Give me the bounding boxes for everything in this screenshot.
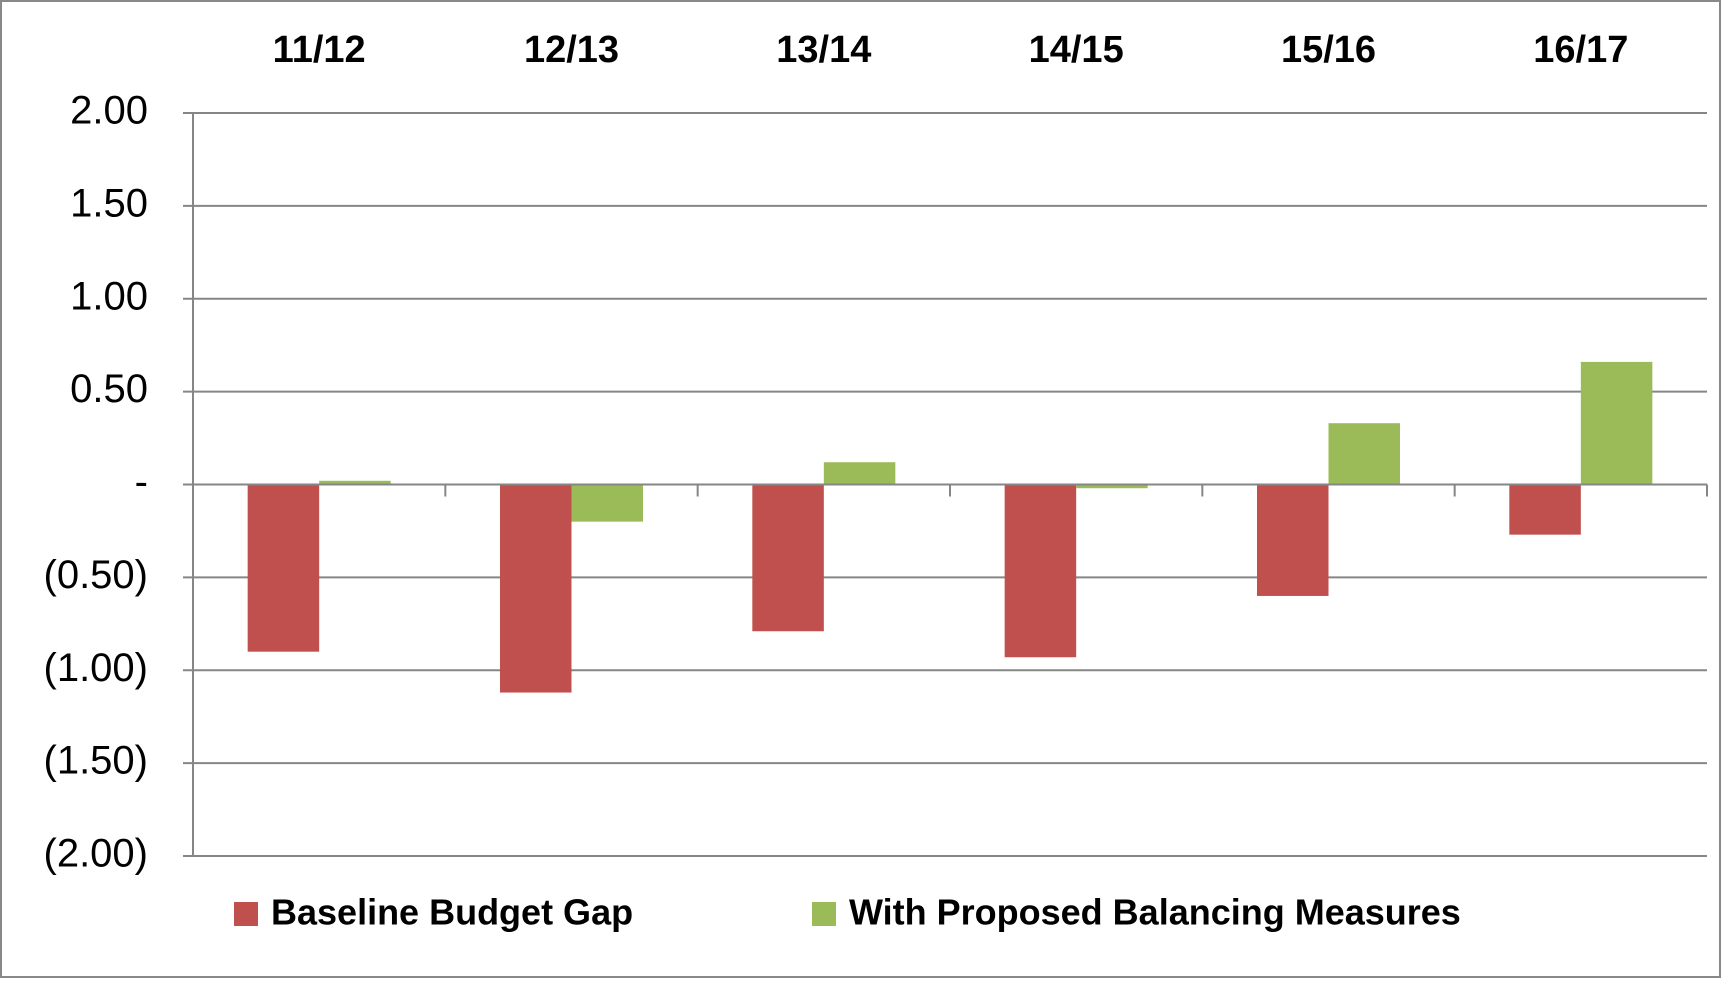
bar: [823, 462, 896, 485]
bar: [247, 484, 320, 652]
y-tick-label: 0.50: [70, 367, 148, 411]
y-tick-label: 1.00: [70, 274, 148, 318]
legend-swatch: [234, 902, 258, 926]
category-label: 16/17: [1533, 29, 1628, 71]
category-label: 15/16: [1281, 29, 1376, 71]
legend-label: With Proposed Balancing Measures: [849, 892, 1461, 933]
category-label: 13/14: [776, 29, 871, 71]
bar: [319, 480, 391, 485]
bar: [500, 484, 572, 693]
bar: [1580, 361, 1653, 485]
legend-label: Baseline Budget Gap: [271, 892, 633, 933]
category-label: 12/13: [524, 29, 619, 71]
y-tick-label: (1.50): [44, 739, 149, 783]
bar: [1076, 484, 1148, 489]
bar: [752, 484, 824, 632]
category-label: 14/15: [1029, 29, 1124, 71]
y-tick-label: 1.50: [70, 181, 148, 225]
y-tick-label: (1.00): [44, 646, 149, 690]
y-tick-label: 2.00: [70, 89, 148, 133]
y-tick-label: (2.00): [44, 832, 149, 876]
y-tick-label: (0.50): [44, 553, 149, 597]
category-label: 11/12: [273, 29, 366, 71]
bar: [1004, 484, 1077, 658]
bar: [1257, 484, 1329, 596]
bar: [1328, 423, 1400, 485]
bar: [571, 484, 643, 522]
y-tick-label: -: [135, 460, 148, 504]
bar: [1509, 484, 1581, 535]
legend-swatch: [812, 902, 836, 926]
